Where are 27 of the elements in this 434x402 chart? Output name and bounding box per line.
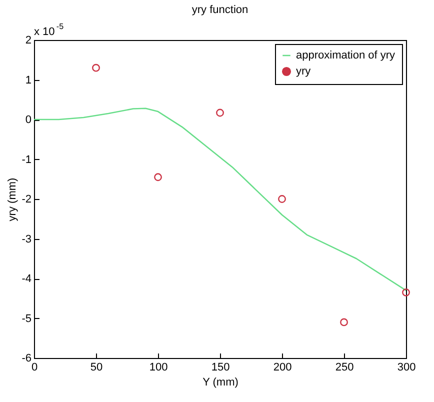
x-tick-label: 250 — [335, 362, 354, 374]
point — [340, 318, 348, 326]
y-tick-label: -1 — [22, 154, 32, 166]
legend-label: approximation of yry — [296, 50, 396, 62]
line-series — [34, 108, 406, 292]
point — [402, 288, 410, 296]
point — [92, 64, 100, 72]
y-tick-label: -6 — [22, 352, 32, 364]
x-tick-label: 150 — [211, 362, 230, 374]
point — [278, 195, 286, 203]
y-tick-label: 1 — [25, 74, 32, 86]
chart-title: yry function — [192, 4, 248, 16]
x-tick-label: 50 — [90, 362, 103, 374]
y-tick-label: -4 — [22, 273, 32, 285]
point — [154, 173, 162, 182]
x-tick-label: 100 — [149, 362, 168, 374]
y-tick-label: -3 — [22, 233, 32, 246]
x-tick-label: 200 — [273, 362, 292, 374]
y-tick-label: 2 — [25, 34, 32, 46]
point — [216, 108, 224, 117]
legend-label: yry — [296, 66, 312, 78]
y-tick-label: -2 — [22, 194, 32, 206]
y-axis-title: yry (mm) — [6, 178, 19, 222]
x-axis-title: Y (mm) — [202, 376, 238, 388]
y-tick-label: -5 — [22, 312, 32, 325]
y-tick-label: 0 — [25, 114, 32, 126]
x-tick-label: 300 — [397, 362, 416, 374]
